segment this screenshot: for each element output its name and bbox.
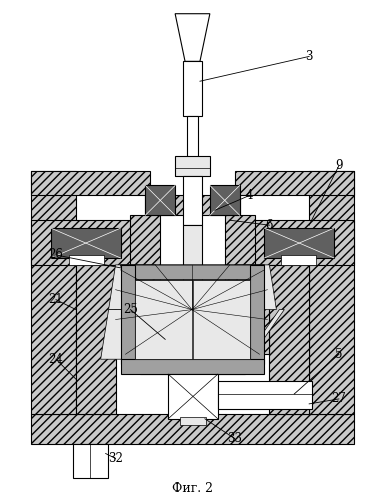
Polygon shape xyxy=(175,14,210,62)
Polygon shape xyxy=(270,265,309,414)
Polygon shape xyxy=(31,414,354,444)
Polygon shape xyxy=(109,265,155,310)
Bar xyxy=(168,374,218,419)
Text: 26: 26 xyxy=(49,248,64,262)
Polygon shape xyxy=(183,225,202,374)
Polygon shape xyxy=(31,220,155,265)
Text: 24: 24 xyxy=(49,352,64,366)
Text: Фиг. 2: Фиг. 2 xyxy=(171,482,213,495)
Polygon shape xyxy=(141,354,244,374)
Polygon shape xyxy=(244,310,285,359)
Text: 5: 5 xyxy=(335,348,343,360)
Polygon shape xyxy=(187,116,198,160)
Polygon shape xyxy=(136,280,192,359)
Polygon shape xyxy=(225,216,254,294)
Polygon shape xyxy=(131,216,160,294)
Text: 27: 27 xyxy=(331,392,346,406)
Polygon shape xyxy=(193,280,249,359)
Text: 3: 3 xyxy=(305,50,313,63)
Text: 4: 4 xyxy=(246,189,253,202)
Polygon shape xyxy=(249,265,264,364)
Polygon shape xyxy=(51,228,121,258)
Text: 32: 32 xyxy=(108,452,123,465)
Polygon shape xyxy=(225,294,270,354)
Polygon shape xyxy=(230,220,354,265)
Text: 21: 21 xyxy=(49,293,64,306)
Polygon shape xyxy=(146,196,239,216)
Text: 6: 6 xyxy=(266,218,273,232)
Polygon shape xyxy=(146,186,175,216)
Polygon shape xyxy=(183,62,202,116)
Polygon shape xyxy=(121,359,264,374)
Polygon shape xyxy=(116,294,160,354)
Polygon shape xyxy=(183,176,202,225)
Polygon shape xyxy=(121,265,136,364)
Bar xyxy=(73,444,108,478)
Polygon shape xyxy=(264,228,334,258)
Text: 9: 9 xyxy=(335,159,343,172)
Polygon shape xyxy=(121,265,264,280)
Polygon shape xyxy=(235,170,354,196)
Polygon shape xyxy=(76,265,116,414)
Polygon shape xyxy=(100,310,148,359)
Polygon shape xyxy=(69,255,104,265)
Polygon shape xyxy=(237,265,276,310)
Text: 25: 25 xyxy=(123,303,138,316)
Polygon shape xyxy=(210,186,239,216)
Bar xyxy=(218,381,312,409)
Polygon shape xyxy=(31,170,150,196)
Polygon shape xyxy=(136,280,249,359)
Polygon shape xyxy=(309,170,354,414)
Polygon shape xyxy=(281,255,316,265)
Text: 33: 33 xyxy=(227,432,242,445)
Polygon shape xyxy=(175,156,210,176)
Bar xyxy=(180,417,206,424)
Polygon shape xyxy=(31,170,76,414)
